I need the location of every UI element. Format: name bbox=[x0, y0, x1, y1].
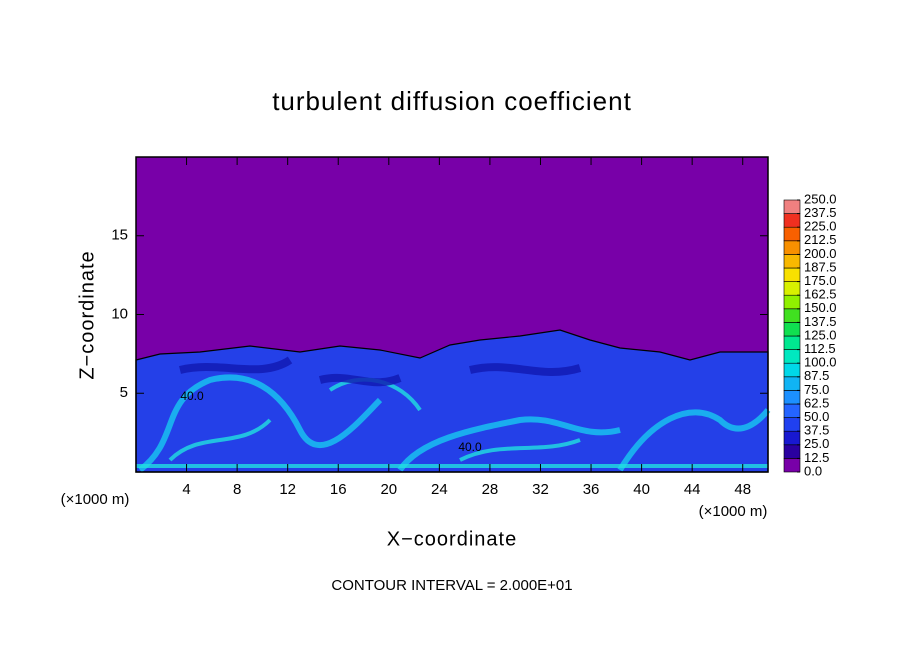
colorbar-band bbox=[783, 226, 801, 242]
x-tick-label: 36 bbox=[583, 481, 600, 498]
colorbar-label: 237.5 bbox=[804, 205, 837, 220]
colorbar-label: 50.0 bbox=[804, 409, 829, 424]
x-tick-label: 16 bbox=[330, 481, 347, 498]
x-tick-label: 24 bbox=[431, 481, 448, 498]
colorbar-band bbox=[783, 390, 801, 405]
x-tick-label: 44 bbox=[684, 481, 701, 498]
colorbar-band bbox=[783, 362, 801, 378]
y-tick-label: 10 bbox=[111, 305, 128, 322]
colorbar-label: 12.5 bbox=[804, 450, 829, 465]
y-tick-label: 15 bbox=[111, 227, 128, 244]
x-tick-label: 40 bbox=[633, 481, 650, 498]
colorbar-band bbox=[783, 403, 801, 418]
x-tick-label: 48 bbox=[734, 481, 751, 498]
colorbar-label: 87.5 bbox=[804, 368, 829, 383]
colorbar-label: 200.0 bbox=[804, 246, 837, 261]
colorbar-band bbox=[783, 213, 801, 228]
colorbar-band bbox=[783, 376, 801, 391]
colorbar-band bbox=[783, 281, 801, 296]
x-tick-label: 12 bbox=[279, 481, 296, 498]
colorbar-label: 25.0 bbox=[804, 436, 829, 451]
field-streak bbox=[138, 374, 771, 473]
chart-title: turbulent diffusion coefficient bbox=[272, 86, 632, 116]
colorbar-band bbox=[783, 458, 801, 473]
y-axis-label: Z−coordinate bbox=[76, 250, 98, 379]
x-axis-label: X−coordinate bbox=[387, 528, 517, 550]
colorbar-label: 212.5 bbox=[804, 232, 837, 247]
x-tick-label: 32 bbox=[532, 481, 549, 498]
colorbar-label: 100.0 bbox=[804, 355, 837, 370]
colorbar-band bbox=[783, 199, 801, 214]
colorbar-band bbox=[783, 335, 801, 350]
contour-label: 40.0 bbox=[180, 389, 204, 403]
colorbar-band bbox=[783, 322, 801, 337]
colorbar-band bbox=[783, 417, 801, 432]
contour-label: 40.0 bbox=[458, 440, 482, 454]
x-tick-label: 4 bbox=[182, 481, 190, 498]
colorbar-band bbox=[783, 430, 801, 446]
colorbar-label: 150.0 bbox=[804, 300, 837, 315]
footer: CONTOUR INTERVAL = 2.000E+01 bbox=[331, 577, 572, 594]
colorbar-label: 187.5 bbox=[804, 259, 837, 274]
colorbar-label: 225.0 bbox=[804, 219, 837, 234]
colorbar-label: 37.5 bbox=[804, 423, 829, 438]
x-tick-label: 28 bbox=[482, 481, 499, 498]
colorbar-label: 112.5 bbox=[804, 341, 836, 356]
colorbar-label: 162.5 bbox=[804, 287, 837, 302]
x-tick-label: 20 bbox=[380, 481, 397, 498]
colorbar-band bbox=[783, 254, 801, 269]
colorbar-label: 250.0 bbox=[804, 191, 837, 206]
colorbar-band bbox=[783, 294, 801, 310]
field: 40.0 40.0 bbox=[135, 156, 771, 473]
colorbar-label: 62.5 bbox=[804, 395, 829, 410]
x-tick-label: 8 bbox=[233, 481, 241, 498]
y-tick-label: 5 bbox=[120, 384, 128, 401]
colorbar-label: 0.0 bbox=[804, 463, 822, 478]
colorbar-band bbox=[783, 349, 801, 364]
colorbar-label: 137.5 bbox=[804, 314, 837, 329]
colorbar-band bbox=[783, 240, 801, 255]
colorbar-band bbox=[783, 444, 801, 459]
field-region bbox=[135, 329, 769, 473]
colorbar-label: 125.0 bbox=[804, 327, 837, 342]
colorbar-label: 75.0 bbox=[804, 382, 829, 397]
x-unit-label: (×1000 m) bbox=[61, 491, 130, 508]
colorbar-band bbox=[783, 308, 801, 323]
colorbar-band bbox=[783, 267, 801, 282]
colorbar-label: 175.0 bbox=[804, 273, 837, 288]
x-unit-label: (×1000 m) bbox=[699, 503, 768, 520]
field-streak bbox=[179, 356, 582, 387]
